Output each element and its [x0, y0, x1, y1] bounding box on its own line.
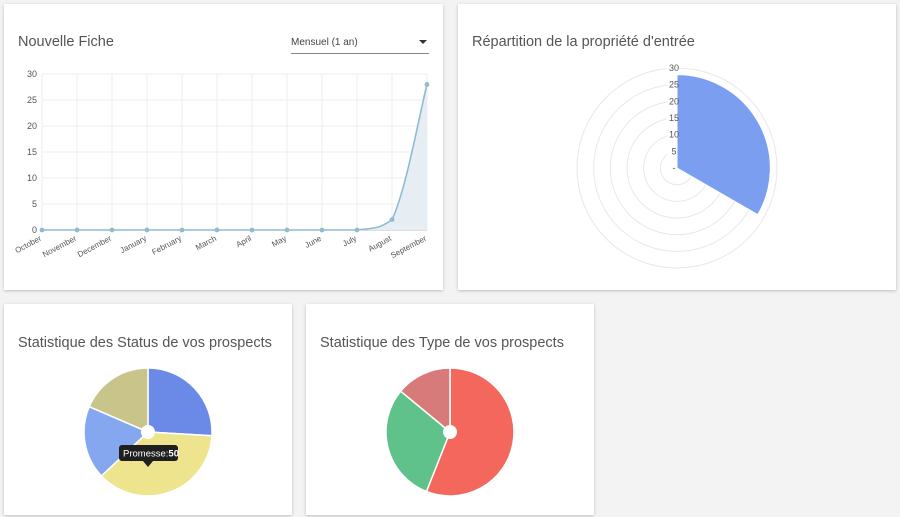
polar-tick-backdrop: [667, 79, 677, 89]
line-point: [284, 227, 290, 233]
pie-slice: [83, 405, 150, 477]
pie-slice: [88, 367, 149, 434]
pie-slice: [100, 431, 213, 497]
new-records-card: Nouvelle Fiche Mensuel (1 an) 0 5 10 15 20 25…: [4, 4, 443, 290]
line-point: [74, 227, 80, 233]
status-tooltip: Promesse:50: [119, 445, 179, 467]
prospect-type-card: Statistique des Type de vos prospects: [306, 304, 594, 515]
x-tick-label: June: [303, 234, 323, 250]
period-select-value: Mensuel (1 an): [291, 37, 358, 48]
x-tick-label: July: [341, 234, 358, 249]
caret-down-icon: [419, 40, 427, 44]
line-point: [39, 227, 45, 233]
line-area-fill: [42, 84, 427, 231]
pie-slice: [385, 390, 451, 493]
new-records-title: Nouvelle Fiche: [18, 34, 114, 50]
pie-slice: [399, 367, 451, 434]
polar-tick-label: 15: [669, 113, 679, 123]
y-tick-label: 5: [32, 199, 37, 209]
prospect-status-title: Statistique des Status de vos prospects: [18, 335, 272, 351]
polar-tick-label: 20: [669, 96, 679, 106]
x-tick-label: March: [194, 234, 218, 252]
x-tick-label: January: [119, 234, 148, 255]
polar-tick-label: 5: [671, 146, 676, 156]
polar-tick-backdrop: [667, 129, 677, 139]
line-point: [424, 82, 430, 87]
y-tick-label: 30: [27, 69, 37, 79]
polar-tick-backdrop: [667, 63, 677, 72]
line-point: [214, 227, 220, 233]
polar-tick-label: 10: [669, 130, 679, 140]
period-select[interactable]: Mensuel (1 an): [291, 35, 429, 54]
tooltip-arrow: [143, 461, 153, 467]
line-point: [179, 227, 185, 233]
polar-tick-backdrop: [667, 163, 677, 172]
y-tick-label: 25: [27, 95, 37, 105]
line-point: [109, 227, 115, 233]
prospect-status-pie-chart: Promesse:50: [83, 367, 213, 497]
x-tick-label: November: [41, 234, 78, 259]
line-point: [389, 217, 395, 223]
line-point: [354, 227, 360, 233]
line-point: [249, 227, 255, 233]
y-tick-label: 0: [32, 225, 37, 235]
prospect-type-pie-chart: [385, 367, 515, 497]
x-tick-label: May: [270, 234, 288, 249]
y-tick-label: 10: [27, 173, 37, 183]
x-tick-label: April: [235, 234, 254, 250]
pie-slice: [147, 367, 213, 437]
entry-property-polar-chart: - 5 10 15 20 25 30: [576, 63, 778, 269]
x-tick-label: September: [389, 234, 428, 260]
x-tick-label: August: [367, 233, 394, 253]
tooltip-box: [119, 445, 178, 461]
y-tick-label: 20: [27, 121, 37, 131]
x-tick-label: December: [76, 234, 113, 259]
polar-tick-backdrop: [667, 146, 677, 156]
pie-slice: [425, 367, 515, 497]
prospect-status-card: Statistique des Status de vos prospects …: [4, 304, 292, 515]
polar-tick-label: 30: [669, 63, 679, 73]
entry-property-card: Répartition de la propriété d'entrée - 5 1…: [458, 4, 896, 290]
line-point: [144, 227, 150, 233]
y-tick-label: 15: [27, 147, 37, 157]
tooltip-value: 50: [168, 449, 179, 460]
pie-center-hole: [141, 425, 155, 439]
line-series: [42, 84, 428, 231]
polar-tick-label: 25: [669, 80, 679, 90]
pie-center-hole: [443, 425, 457, 439]
polar-tick-backdrop: [667, 96, 677, 106]
line-point: [319, 227, 325, 233]
x-tick-label: October: [14, 234, 44, 255]
polar-tick-backdrop: [667, 113, 677, 122]
polar-tick-label: -: [673, 163, 676, 173]
entry-property-title: Répartition de la propriété d'entrée: [472, 34, 695, 50]
polar-segment: [676, 74, 771, 216]
tooltip-label: Promesse:: [123, 449, 168, 460]
x-tick-label: February: [150, 234, 182, 257]
prospect-type-title: Statistique des Type de vos prospects: [320, 335, 564, 351]
tooltip-text: Promesse:50: [123, 449, 179, 460]
